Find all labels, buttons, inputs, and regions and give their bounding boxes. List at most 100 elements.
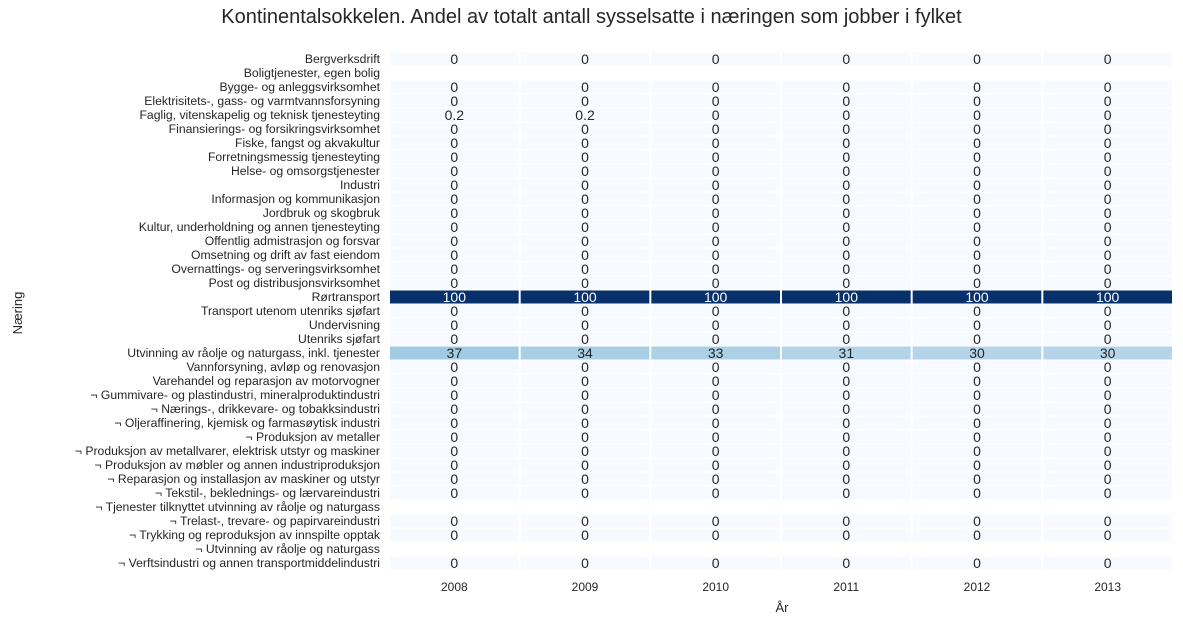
cell-value: 0 [842,121,850,137]
heatmap-cell [912,430,1042,444]
cell-value: 0 [450,457,458,473]
heatmap-cell [782,150,911,164]
heatmap-cell [1043,94,1172,108]
heatmap-cell [782,374,911,388]
heatmap-cell [520,150,650,164]
cell-value: 0 [842,485,850,501]
cell-value: 0 [973,177,981,193]
cell-value: 0 [450,527,458,543]
cell-value: 0 [450,247,458,263]
heatmap-cell [651,346,780,360]
cell-value: 0 [450,219,458,235]
heatmap-cell [912,206,1042,220]
heatmap-cell [782,458,911,472]
row-label: Bergverksdrift [305,52,381,66]
cell-value: 0 [581,149,589,165]
cell-value: 0 [450,513,458,529]
cell-value: 0 [1104,247,1112,263]
cell-value: 0 [450,401,458,417]
cell-value: 0 [1104,527,1112,543]
cell-value: 0.2 [445,107,465,123]
heatmap-cell [520,528,650,542]
heatmap-cell [1043,346,1172,360]
column-label: 2013 [1094,580,1121,594]
cell-value: 0 [842,177,850,193]
cell-value: 0 [1104,261,1112,277]
cell-value: 0 [842,275,850,291]
heatmap-cell [390,318,519,332]
cell-value: 0 [973,219,981,235]
cell-value: 0 [1104,303,1112,319]
heatmap-cell [651,262,780,276]
cell-value: 0 [1104,107,1112,123]
cell-value: 0 [973,387,981,403]
cell-value: 0 [581,373,589,389]
cell-value: 0 [973,233,981,249]
heatmap-cell [651,206,780,220]
heatmap-cell [1043,430,1172,444]
cell-value: 0 [842,415,850,431]
cell-value: 0 [973,121,981,137]
cell-value: 0 [581,331,589,347]
cell-value: 0 [712,415,720,431]
heatmap-cell [912,402,1042,416]
row-label: Vannforsyning, avløp og renovasjon [186,360,380,374]
cell-value: 0 [712,443,720,459]
row-label: Varehandel og reparasjon av motorvogner [153,374,380,388]
cell-value: 0 [1104,93,1112,109]
cell-value: 0 [1104,387,1112,403]
cell-value: 0 [1104,415,1112,431]
heatmap-cell [782,234,911,248]
cell-value: 0 [712,79,720,95]
heatmap-cell [912,122,1042,136]
heatmap-cell [1043,234,1172,248]
heatmap-cell [1043,276,1172,290]
heatmap-cell [520,332,650,346]
cell-value: 0 [712,331,720,347]
heatmap-cell [520,108,650,122]
heatmap-cell [651,248,780,262]
cell-value: 0 [581,429,589,445]
heatmap-cell [1043,80,1172,94]
cell-value: 0 [1104,373,1112,389]
cell-value: 0 [450,135,458,151]
heatmap-cell [782,514,911,528]
cell-value: 0 [973,513,981,529]
column-label: 2008 [441,580,468,594]
heatmap-cell [782,136,911,150]
row-label: Undervisning [309,318,380,332]
heatmap-cell [912,80,1042,94]
row-label: ¬ Oljeraffinering, kjemisk og farmasøyti… [114,416,380,430]
heatmap-cell [912,444,1042,458]
cell-value: 0 [712,387,720,403]
cell-value: 0 [973,149,981,165]
cell-value: 0 [712,107,720,123]
cell-value: 0 [450,191,458,207]
heatmap-cell [912,556,1042,570]
heatmap-cell [1043,248,1172,262]
heatmap-cell [912,234,1042,248]
cell-value: 0 [712,135,720,151]
heatmap-cell [651,360,780,374]
cell-value: 0 [973,191,981,207]
cell-value: 0 [842,317,850,333]
heatmap-cell [390,360,519,374]
cell-value: 0 [842,443,850,459]
cell-value: 0 [712,359,720,375]
cell-value: 0 [973,555,981,571]
heatmap-cell [651,332,780,346]
heatmap-cell [520,318,650,332]
cell-value: 0 [450,121,458,137]
heatmap-cell [1043,122,1172,136]
cell-value: 0 [842,471,850,487]
cell-value: 0 [1104,513,1112,529]
cell-value: 0 [581,457,589,473]
cell-value: 100 [443,289,467,305]
cell-value: 0 [581,51,589,67]
cell-value: 0 [973,93,981,109]
heatmap-cell [651,318,780,332]
heatmap-cell [390,290,519,304]
row-label: ¬ Gummivare- og plastindustri, mineralpr… [90,388,380,402]
heatmap-cell [1043,472,1172,486]
